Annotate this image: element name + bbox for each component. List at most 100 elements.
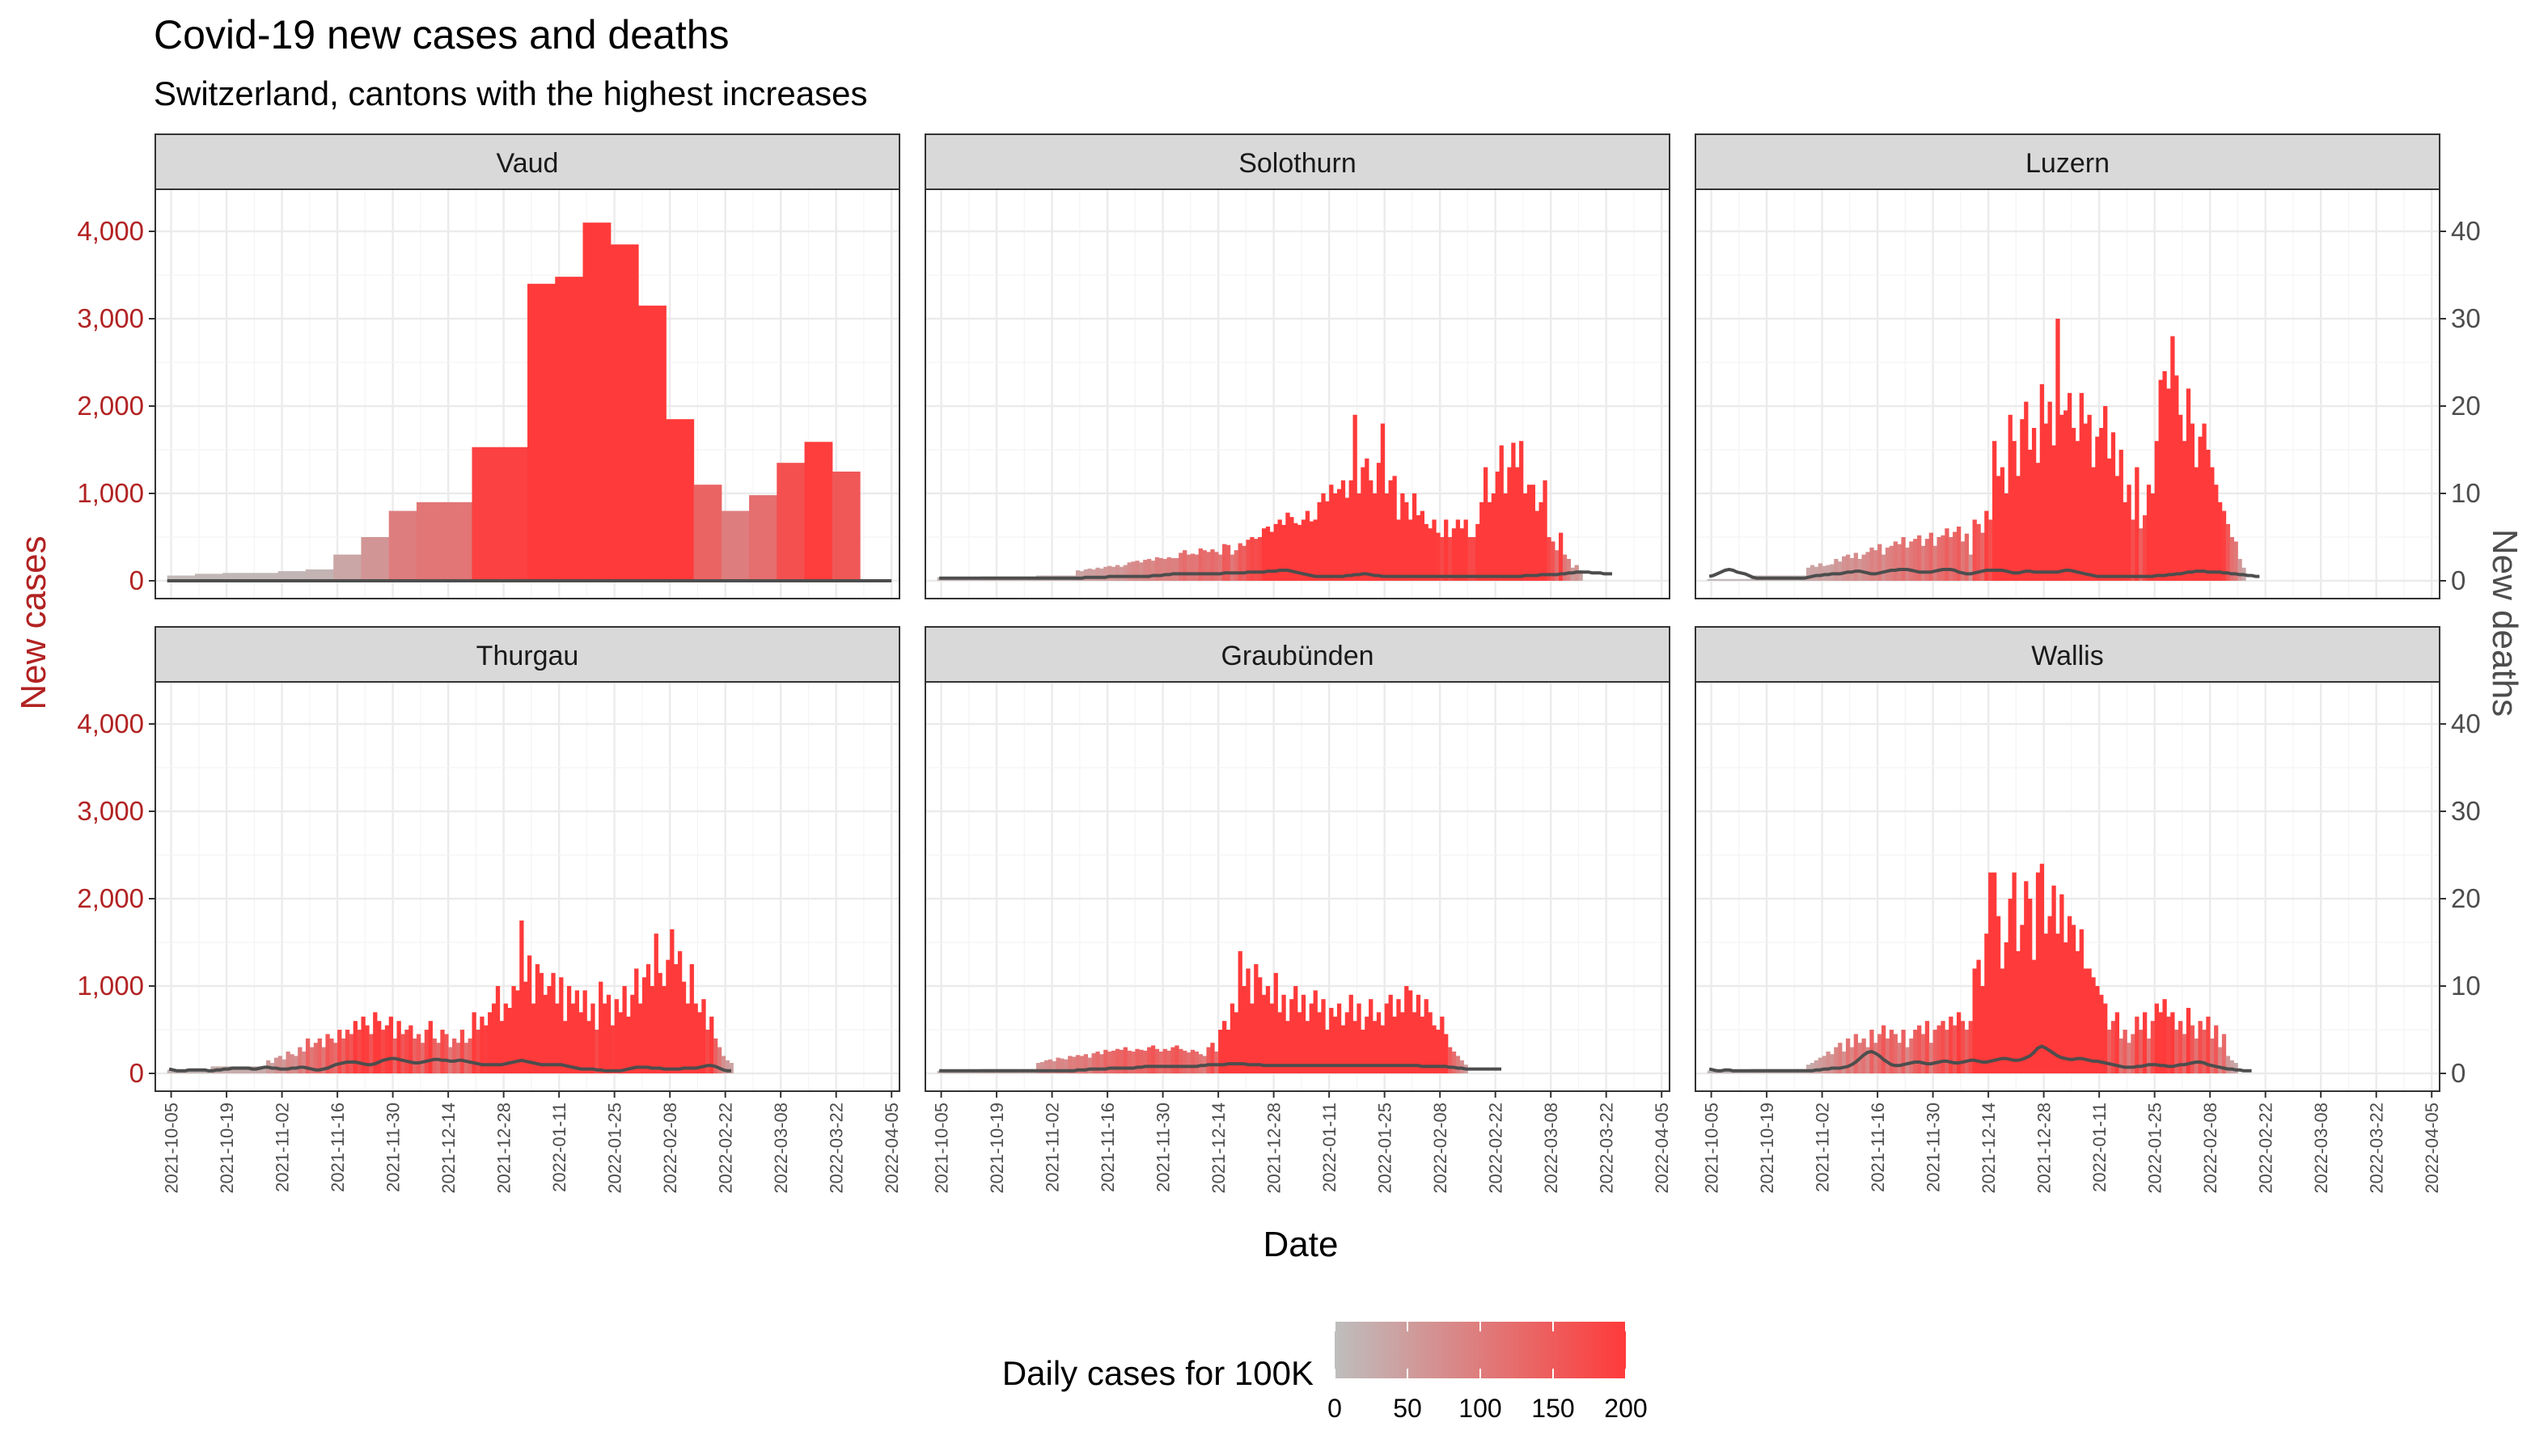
bar: [1885, 547, 1890, 581]
bar: [1273, 972, 1278, 1073]
y-right-tick-label: 40: [2451, 216, 2481, 246]
bar: [1877, 544, 1882, 581]
deaths-line: [1708, 568, 2260, 580]
y-left-tick-label: 3,000: [77, 303, 144, 333]
case-bars: [167, 921, 734, 1073]
bar: [1909, 1038, 1914, 1073]
bar: [1719, 578, 1724, 581]
bar: [499, 1021, 505, 1073]
bar: [503, 1003, 508, 1073]
bar: [1194, 1052, 1200, 1073]
bar: [1175, 1045, 1179, 1073]
bar: [2118, 1038, 2123, 1073]
bar: [1238, 543, 1242, 581]
bar: [590, 1003, 595, 1073]
bar: [1321, 493, 1326, 581]
bar: [2091, 977, 2096, 1073]
bar: [1988, 519, 1993, 581]
y-right-tick-label: 20: [2451, 391, 2481, 421]
bar: [2012, 441, 2017, 581]
bar: [1849, 1047, 1855, 1073]
x-tick-label: 2022-04-05: [1652, 1103, 1672, 1194]
x-axis: 2021-10-05 2021-10-19 2021-11-02 2021-11-16…: [1702, 1091, 2442, 1194]
y-left-tick-label: 4,000: [77, 216, 144, 246]
bar: [1830, 1054, 1835, 1073]
x-tick-label: 2021-12-14: [438, 1103, 459, 1194]
bar: [1428, 528, 1433, 581]
bar: [1495, 472, 1500, 581]
bar: [1281, 994, 1286, 1073]
bar: [1917, 1025, 1922, 1073]
bar: [273, 1057, 279, 1073]
bar: [1388, 994, 1393, 1073]
bar: [396, 1021, 401, 1073]
bar: [1380, 1025, 1386, 1073]
bar: [290, 1054, 294, 1073]
bar: [400, 1034, 405, 1073]
bar: [1340, 1025, 1346, 1073]
y-right-tick-label: 10: [2451, 478, 2481, 508]
bar: [1175, 557, 1179, 581]
bar: [527, 283, 556, 581]
bar: [804, 442, 833, 581]
y-left-axis: 0 1,000 2,000 3,000 4,000: [77, 216, 155, 595]
bar: [258, 1066, 263, 1073]
bar: [1115, 1048, 1120, 1073]
bar: [1834, 1047, 1839, 1073]
bar: [713, 1038, 718, 1073]
bar: [194, 1069, 200, 1073]
bar: [428, 1021, 433, 1073]
bar: [1484, 467, 1488, 581]
bar: [187, 1069, 192, 1073]
bar: [413, 1038, 417, 1073]
bar: [1534, 510, 1539, 581]
bar: [1095, 1052, 1100, 1073]
bar: [2071, 428, 2076, 581]
bar: [1738, 578, 1744, 581]
bar: [1727, 1070, 1732, 1073]
bar: [1119, 566, 1124, 581]
bar: [1242, 986, 1246, 1073]
bar: [1225, 1030, 1231, 1073]
bar: [666, 959, 671, 1073]
bar: [1048, 1059, 1052, 1073]
bar: [2087, 968, 2092, 1073]
x-tick-label: 2022-02-22: [716, 1103, 736, 1194]
y-right-axis: 0 10 20 30 40: [2440, 709, 2481, 1088]
bar: [2142, 515, 2148, 581]
bar: [1451, 528, 1457, 581]
bar: [2127, 485, 2131, 581]
deaths-line: [939, 569, 1612, 580]
bar: [1838, 1043, 1843, 1073]
bar: [1853, 552, 1859, 581]
bar: [1511, 442, 1516, 581]
bar: [1269, 531, 1275, 581]
bar: [1424, 523, 1428, 581]
bar: [1075, 570, 1081, 581]
bar: [1111, 1050, 1116, 1073]
bar: [1530, 485, 1536, 581]
bar: [2087, 414, 2092, 581]
panel-border: [1695, 188, 2440, 599]
bar: [1897, 1043, 1902, 1073]
y-right-tick-label: 40: [2451, 709, 2481, 739]
bar: [1941, 1021, 1945, 1073]
bar: [2182, 1034, 2187, 1073]
bar: [1936, 1025, 1941, 1073]
bar: [2047, 916, 2052, 1073]
bar: [1376, 1012, 1382, 1073]
bar: [1384, 493, 1389, 581]
bar: [2008, 414, 2013, 581]
bar: [1980, 532, 1985, 581]
bar: [2059, 894, 2064, 1073]
bar: [1526, 485, 1532, 581]
bar: [539, 972, 544, 1073]
bar: [1289, 999, 1294, 1073]
bar: [1451, 1052, 1457, 1073]
bar: [222, 573, 252, 581]
facet-strip: [925, 626, 1670, 683]
bar: [1960, 541, 1966, 581]
bar: [1246, 968, 1251, 1073]
bar: [1734, 578, 1740, 581]
bar: [463, 1043, 468, 1073]
